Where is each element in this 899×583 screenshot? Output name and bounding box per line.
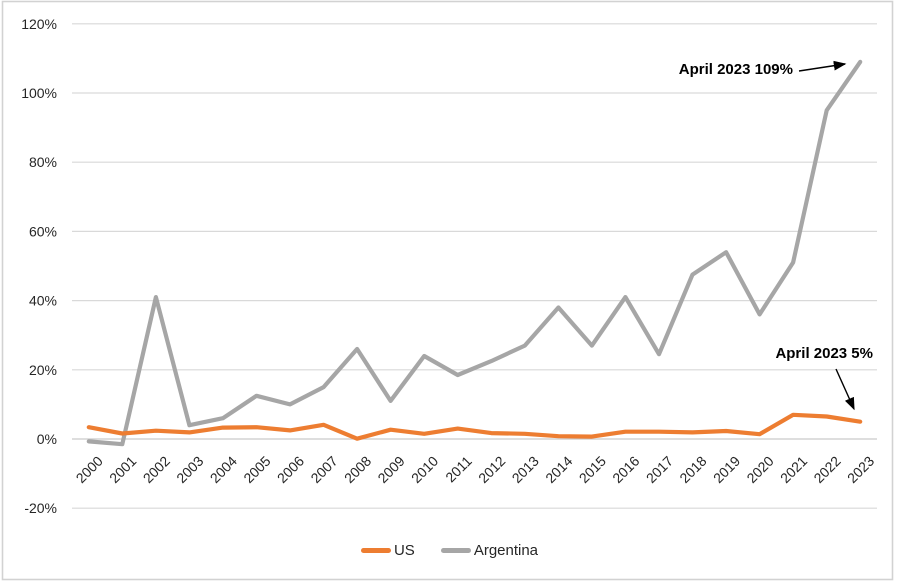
x-tick-label: 2005	[240, 453, 273, 486]
x-tick-label: 2011	[442, 453, 475, 486]
x-tick-label: 2016	[609, 453, 642, 486]
x-tick-label: 2007	[307, 453, 340, 486]
argentina-line-series	[86, 59, 863, 447]
y-axis-labels: 120% 100% 80% 60% 40% 20% 0% -20%	[21, 16, 57, 516]
y-tick-label: 40%	[29, 293, 57, 309]
x-tick-label: 2023	[844, 453, 877, 486]
legend-item-us: US	[360, 542, 415, 559]
x-tick-label: 2006	[274, 453, 307, 486]
x-tick-label: 2021	[777, 453, 810, 486]
legend-item-argentina: Argentina	[440, 542, 539, 559]
x-tick-label: 2015	[576, 453, 609, 486]
x-tick-label: 2004	[207, 453, 240, 486]
y-tick-label: 100%	[21, 85, 57, 101]
x-tick-label: 2012	[475, 453, 508, 486]
y-tick-label: 60%	[29, 223, 57, 239]
legend: US Argentina	[0, 542, 899, 559]
x-tick-label: 2018	[676, 453, 709, 486]
x-tick-label: 2010	[408, 453, 441, 486]
x-tick-label: 2020	[743, 453, 776, 486]
x-tick-label: 2003	[173, 453, 206, 486]
annotation-arrow-us	[835, 368, 855, 411]
x-tick-label: 2013	[509, 453, 542, 486]
x-tick-label: 2008	[341, 453, 374, 486]
legend-label-argentina: Argentina	[473, 542, 539, 559]
us-line-swatch	[360, 548, 391, 553]
x-tick-label: 2009	[374, 453, 407, 486]
legend-label-us: US	[393, 542, 415, 559]
x-tick-label: 2001	[106, 453, 139, 486]
x-tick-label: 2017	[643, 453, 676, 486]
x-tick-label: 2022	[810, 453, 843, 486]
x-tick-label: 2019	[710, 453, 743, 486]
argentina-line-swatch	[440, 548, 471, 553]
annotation-us-april-2023: April 2023 5%	[775, 345, 873, 362]
y-tick-label: 0%	[37, 431, 57, 447]
y-tick-label: 80%	[29, 154, 57, 170]
y-tick-label: 120%	[21, 16, 57, 32]
y-tick-label: -20%	[24, 500, 57, 516]
y-tick-label: 20%	[29, 362, 57, 378]
x-tick-label: 2000	[73, 453, 106, 486]
x-axis-labels: 2000 2001 2002 2003 2004 2005 2006 2007 2008 2009…	[73, 453, 878, 486]
annotation-argentina-april-2023: April 2023 109%	[678, 61, 793, 78]
us-line-series	[86, 412, 863, 441]
annotation-arrow-argentina	[798, 60, 847, 72]
x-tick-label: 2014	[542, 453, 575, 486]
x-tick-label: 2002	[140, 453, 173, 486]
